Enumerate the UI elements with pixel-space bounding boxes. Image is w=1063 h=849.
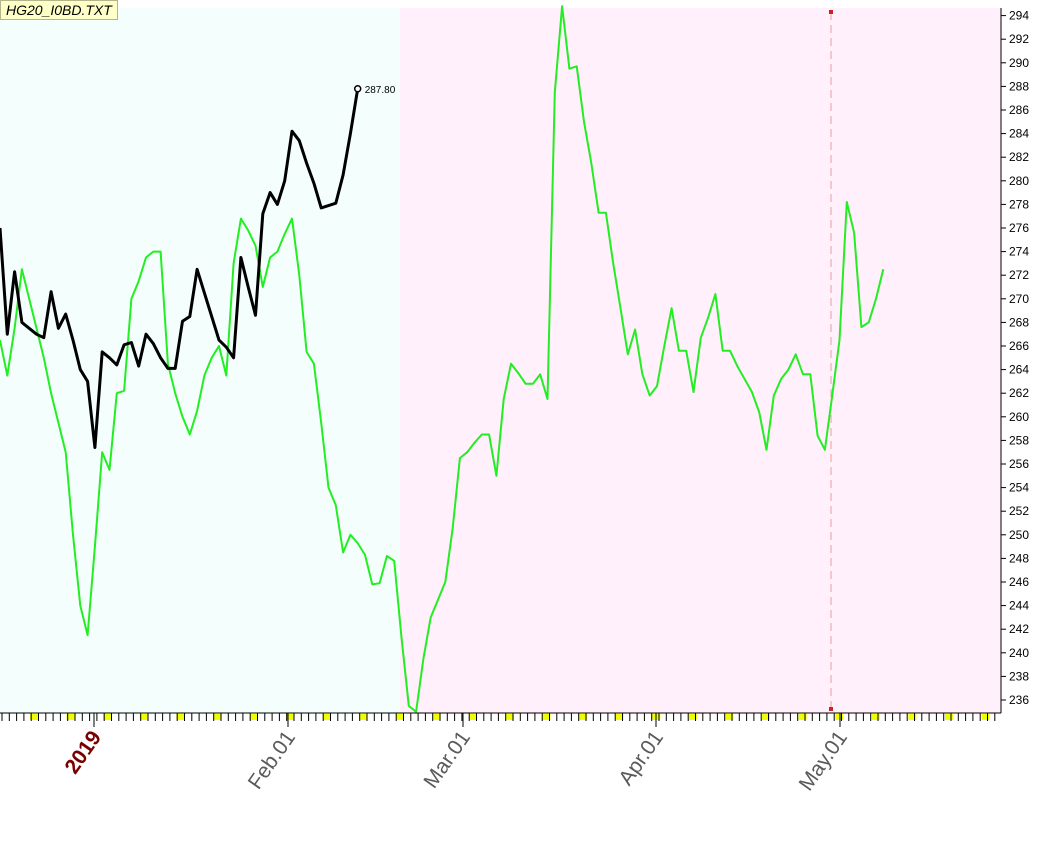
x-week-marker	[981, 714, 990, 720]
y-tick-label: 260	[1009, 410, 1029, 424]
x-week-marker	[505, 714, 514, 720]
chart-title: HG20_I0BD.TXT	[0, 0, 118, 20]
y-tick-label: 240	[1009, 646, 1029, 660]
y-tick-label: 280	[1009, 174, 1029, 188]
x-week-marker	[945, 714, 953, 720]
y-tick-label: 268	[1009, 315, 1029, 329]
y-tick-label: 276	[1009, 221, 1029, 235]
y-tick-label: 256	[1009, 457, 1029, 471]
projection-series-line	[0, 5, 885, 713]
y-tick-label: 258	[1009, 433, 1029, 447]
y-tick-label: 292	[1009, 32, 1029, 46]
x-week-marker	[30, 714, 38, 720]
x-week-marker	[908, 714, 917, 720]
y-tick-label: 290	[1009, 56, 1029, 70]
y-tick-label: 248	[1009, 551, 1029, 565]
y-tick-label: 250	[1009, 528, 1029, 542]
y-tick-label: 252	[1009, 504, 1029, 518]
x-week-marker	[725, 714, 734, 720]
x-tick-label: Apr.01	[614, 727, 668, 790]
y-tick-label: 264	[1009, 363, 1029, 377]
y-tick-label: 244	[1009, 599, 1029, 613]
x-week-marker	[871, 714, 880, 720]
last-value-marker	[353, 85, 362, 93]
y-tick-label: 272	[1009, 268, 1029, 282]
x-week-marker	[103, 714, 112, 720]
y-tick-label: 282	[1009, 150, 1029, 164]
y-tick-label: 286	[1009, 103, 1029, 117]
last-value-label: 287.80	[365, 85, 396, 96]
x-week-marker	[176, 714, 185, 720]
x-week-marker	[615, 714, 624, 720]
y-tick-label: 246	[1009, 575, 1029, 589]
x-week-marker	[762, 714, 770, 720]
x-week-marker	[66, 714, 75, 720]
series-layer: 287.80	[0, 5, 885, 713]
price-series-line	[0, 88, 360, 449]
y-tick-label: 288	[1009, 79, 1029, 93]
x-week-marker	[286, 714, 295, 720]
history-background	[0, 8, 400, 713]
x-week-marker	[396, 714, 404, 720]
x-week-marker	[213, 714, 221, 720]
x-tick-label: Mar.01	[419, 727, 475, 793]
x-week-marker	[359, 714, 368, 720]
y-tick-label: 278	[1009, 197, 1029, 211]
x-week-marker	[798, 714, 807, 720]
x-week-marker	[542, 714, 551, 720]
y-tick-label: 270	[1009, 292, 1029, 306]
y-axis: 236 238 240 242 244 246 248 250 252 254 256 258 260 2…	[1000, 8, 1029, 713]
y-tick-label: 242	[1009, 622, 1029, 636]
forecast-marker-bottom-dot	[829, 707, 833, 711]
forecast-marker	[829, 10, 833, 711]
y-tick-label: 266	[1009, 339, 1029, 353]
x-axis: 2019 Feb.01 Mar.01 Apr.01 May.01	[0, 712, 1001, 795]
y-tick-label: 294	[1009, 9, 1029, 23]
y-tick-label: 236	[1009, 693, 1029, 707]
x-week-marker	[688, 714, 697, 720]
x-week-marker	[322, 714, 331, 720]
x-week-marker	[579, 714, 587, 720]
x-week-marker	[249, 714, 258, 720]
x-week-marker	[432, 714, 441, 720]
forecast-marker-top-dot	[829, 10, 833, 14]
projection-background	[400, 8, 1001, 713]
x-tick-label: 2019	[60, 727, 106, 778]
y-tick-label: 262	[1009, 386, 1029, 400]
y-tick-label: 254	[1009, 481, 1029, 495]
x-tick-label: May.01	[795, 727, 852, 795]
x-week-marker	[835, 714, 844, 720]
x-week-marker	[139, 714, 148, 720]
y-tick-label: 238	[1009, 669, 1029, 683]
x-week-marker	[469, 714, 478, 720]
y-tick-label: 284	[1009, 127, 1029, 141]
x-tick-label: Feb.01	[244, 727, 300, 794]
y-tick-label: 274	[1009, 245, 1029, 259]
